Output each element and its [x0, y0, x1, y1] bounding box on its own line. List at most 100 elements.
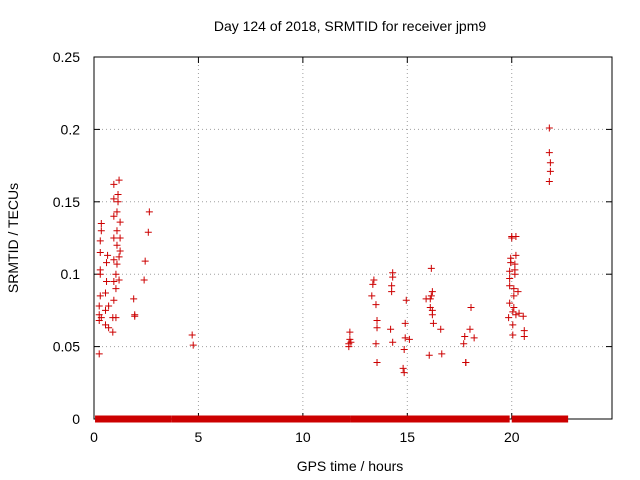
data-point — [426, 295, 434, 303]
data-point — [509, 308, 517, 316]
data-point — [113, 227, 121, 235]
data-point — [110, 180, 118, 188]
data-point — [97, 220, 105, 228]
data-point — [346, 328, 354, 336]
data-point — [141, 257, 149, 265]
data-point — [113, 260, 121, 268]
data-point — [389, 269, 397, 277]
grid — [94, 57, 612, 419]
data-point — [114, 191, 122, 199]
data-point — [115, 253, 123, 261]
data-point — [369, 280, 377, 288]
data-point — [101, 289, 109, 297]
data-point — [467, 304, 475, 312]
data-point — [370, 276, 378, 284]
data-point — [437, 325, 445, 333]
data-point — [101, 321, 109, 329]
data-point — [505, 314, 513, 322]
data-point — [368, 292, 376, 300]
data-point — [428, 288, 436, 296]
data-point — [110, 277, 118, 285]
x-tick-label: 5 — [195, 429, 203, 445]
data-point — [110, 234, 118, 242]
data-point — [400, 345, 408, 353]
data-point — [507, 254, 515, 262]
data-point — [546, 159, 554, 167]
data-point — [372, 301, 380, 309]
data-point — [389, 338, 397, 346]
y-tick-label: 0.2 — [61, 121, 81, 137]
data-point — [115, 176, 123, 184]
y-tick-label: 0.25 — [53, 49, 80, 65]
x-tick-label: 15 — [400, 429, 416, 445]
data-point — [508, 234, 516, 242]
data-point — [103, 259, 111, 267]
zero-value-points — [511, 415, 569, 423]
data-point — [512, 233, 520, 241]
y-tick-label: 0.05 — [53, 339, 80, 355]
data-point — [462, 359, 470, 367]
data-point — [110, 212, 118, 220]
data-point — [110, 296, 118, 304]
data-point — [515, 309, 523, 317]
data-point — [110, 195, 118, 203]
data-point — [545, 178, 553, 186]
data-point — [96, 237, 104, 245]
data-point — [470, 334, 478, 342]
data-point — [460, 340, 468, 348]
data-point — [116, 218, 124, 226]
data-point — [109, 328, 117, 336]
zero-value-points — [350, 415, 510, 423]
zero-value-points — [95, 415, 172, 423]
chart-title: Day 124 of 2018, SRMTID for receiver jpm… — [214, 18, 487, 34]
data-point — [506, 299, 514, 307]
data-point — [145, 208, 153, 216]
zero-value-points — [171, 415, 351, 423]
data-point — [113, 208, 121, 216]
data-point — [112, 314, 120, 322]
data-point — [402, 296, 410, 304]
data-points — [95, 124, 569, 423]
data-point — [401, 334, 409, 342]
data-point — [428, 311, 436, 319]
plot-frame — [93, 56, 613, 420]
data-point — [97, 314, 105, 322]
y-tick-label: 0.1 — [61, 266, 81, 282]
y-tick-label: 0 — [72, 411, 80, 427]
data-point — [512, 251, 520, 259]
data-point — [115, 276, 123, 284]
data-point — [116, 247, 124, 255]
data-point — [373, 324, 381, 332]
x-tick-label: 20 — [504, 429, 520, 445]
data-point — [519, 312, 527, 320]
data-point — [510, 285, 518, 293]
data-point — [347, 338, 355, 346]
y-tick-label: 0.15 — [53, 194, 80, 210]
data-point — [112, 270, 120, 278]
data-point — [144, 228, 152, 236]
data-point — [511, 260, 519, 268]
data-point — [520, 332, 528, 340]
data-point — [509, 321, 517, 329]
data-point — [113, 241, 121, 249]
data-point — [401, 319, 409, 327]
data-point — [130, 295, 138, 303]
data-point — [96, 266, 104, 274]
data-point — [114, 198, 122, 206]
data-point — [373, 359, 381, 367]
data-point — [466, 325, 474, 333]
data-point — [506, 275, 514, 283]
data-point — [372, 340, 380, 348]
data-point — [140, 276, 148, 284]
axis-ticks: 0 5 10 15 20 0 0.05 0.1 0.15 0.2 0.25 — [53, 49, 612, 445]
data-point — [131, 312, 139, 320]
data-point — [510, 304, 518, 312]
data-point — [461, 332, 469, 340]
data-point — [387, 325, 395, 333]
data-point — [509, 331, 517, 339]
data-point — [512, 311, 520, 319]
x-axis-label: GPS time / hours — [297, 458, 404, 474]
data-point — [545, 124, 553, 132]
data-point — [104, 251, 112, 259]
